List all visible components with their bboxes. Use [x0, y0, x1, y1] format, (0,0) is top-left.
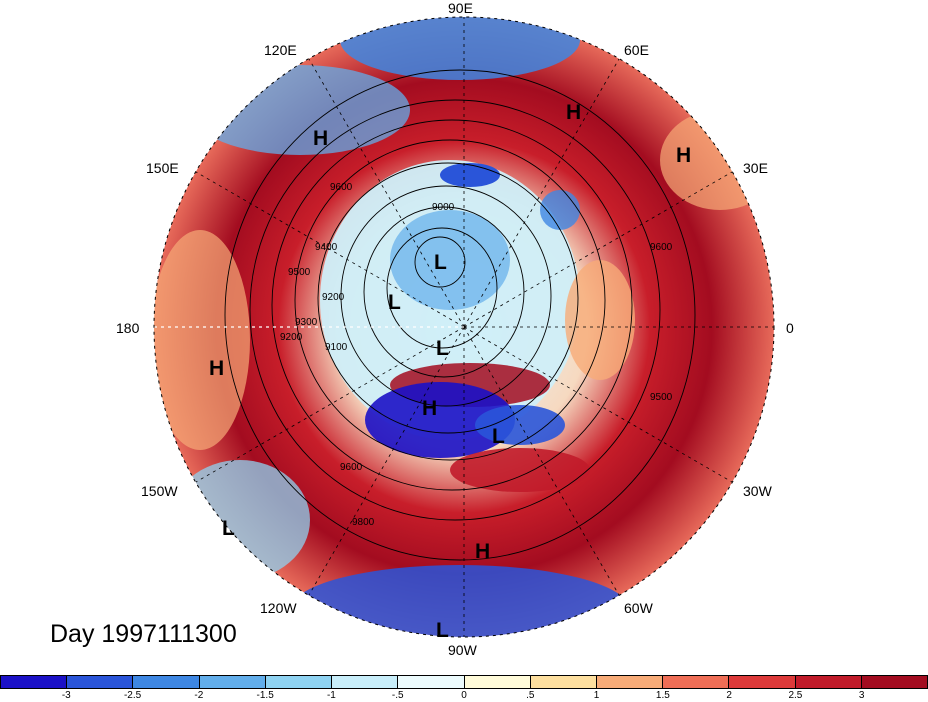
colorbar-swatch — [265, 676, 333, 688]
colorbar-swatch — [530, 676, 597, 688]
colorbar-tick-label: -3 — [61, 690, 71, 701]
lon-label-120e: 120E — [264, 42, 297, 58]
colorbar-tick-label: 3 — [858, 690, 865, 701]
lon-label-60w: 60W — [624, 600, 653, 616]
colorbar-swatch — [596, 676, 664, 688]
colorbar-tick-label: -.5 — [391, 690, 404, 701]
anomaly-field — [154, 17, 774, 637]
contour-label: 9600 — [330, 182, 353, 193]
contour-label: 9500 — [650, 392, 673, 403]
contour-label: 9600 — [650, 242, 673, 253]
colorbar-swatch — [398, 676, 465, 688]
colorbar-swatch — [663, 676, 730, 688]
contour-label: 9000 — [432, 202, 455, 213]
contour-label: 9300 — [295, 317, 318, 328]
high-pressure-marker: H — [209, 357, 225, 380]
contour-label-group: 9600 9400 9200 9100 9000 9200 9300 9500 … — [280, 182, 673, 528]
colorbar-swatch — [795, 676, 862, 688]
high-pressure-marker: H — [566, 101, 582, 124]
colorbar — [0, 675, 928, 689]
colorbar-swatch — [133, 676, 200, 688]
colorbar-swatch — [861, 676, 928, 688]
lon-label-60e: 60E — [624, 42, 649, 58]
height-contours — [224, 69, 696, 561]
lon-label-180: 180 — [116, 320, 140, 336]
high-pressure-marker: H — [422, 397, 438, 420]
low-pressure-marker: L — [388, 291, 401, 314]
colorbar-tick-label: 1 — [593, 690, 600, 701]
contour-label: 9500 — [288, 267, 311, 278]
colorbar-swatch — [332, 676, 399, 688]
low-pressure-marker: L — [434, 251, 447, 274]
colorbar-tick-label: .5 — [526, 690, 535, 701]
low-pressure-marker: L — [222, 517, 235, 540]
contour-label: 9100 — [325, 342, 348, 353]
lon-label-30e: 30E — [743, 160, 768, 176]
lon-label-0: 0 — [786, 320, 794, 336]
colorbar-tick-label: 0 — [461, 690, 467, 701]
contour-label: 9200 — [280, 332, 303, 343]
contour-label: 9400 — [315, 242, 338, 253]
colorbar-swatch — [464, 676, 531, 688]
colorbar-tick-label: -2 — [194, 690, 204, 701]
colorbar-swatch — [1, 676, 68, 688]
lon-label-30w: 30W — [743, 483, 772, 499]
map-boundary — [153, 16, 775, 638]
lon-label-90w: 90W — [448, 642, 477, 658]
colorbar-tick-label: 2 — [726, 690, 732, 701]
colorbar-swatch — [199, 676, 266, 688]
graticule — [154, 17, 774, 637]
high-pressure-marker: H — [676, 144, 692, 167]
colorbar-swatch — [729, 676, 796, 688]
contour-label: 9600 — [340, 462, 363, 473]
contour-label: 9800 — [352, 517, 375, 528]
map-title: Day 1997111300 — [50, 620, 237, 648]
high-pressure-marker: H — [475, 540, 491, 563]
colorbar-labels: -3 -2.5 -2 -1.5 -1 -.5 0 .5 1 1.5 2 2.5 3 — [0, 690, 928, 702]
low-pressure-marker: L — [436, 337, 449, 360]
colorbar-tick-label: -2.5 — [123, 690, 142, 701]
colorbar-swatch — [67, 676, 134, 688]
lon-label-150e: 150E — [146, 160, 179, 176]
lon-label-90e: 90E — [448, 0, 473, 16]
low-pressure-marker: L — [492, 425, 505, 448]
low-pressure-marker: L — [436, 619, 449, 642]
colorbar-tick-label: 1.5 — [655, 690, 670, 701]
colorbar-tick-label: -1.5 — [256, 690, 274, 701]
lon-label-150w: 150W — [141, 483, 178, 499]
colorbar-tick-label: -1 — [326, 690, 336, 701]
lon-label-120w: 120W — [260, 600, 297, 616]
high-pressure-marker: H — [313, 127, 329, 150]
contour-label: 9200 — [322, 292, 345, 303]
colorbar-tick-label: 2.5 — [788, 690, 803, 701]
